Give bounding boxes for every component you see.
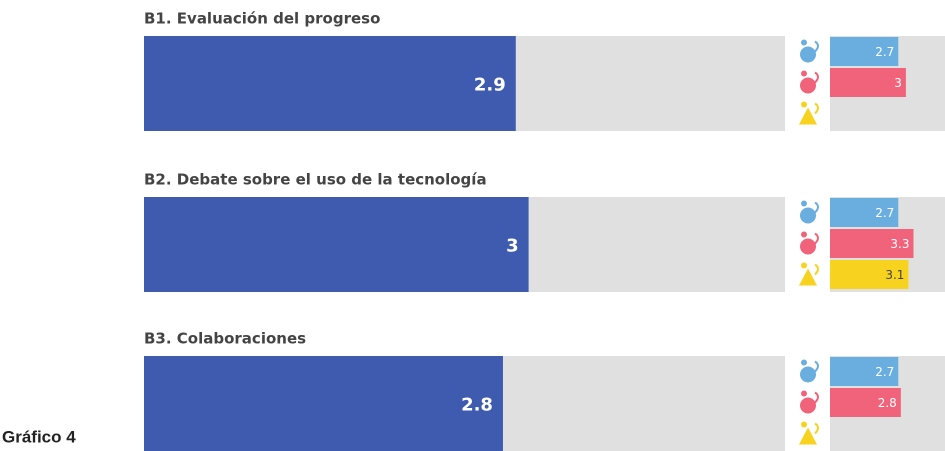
icon [814,263,819,276]
group-bar [830,68,906,97]
group-value-label: 2.7 [875,45,894,59]
icon [800,238,816,255]
icon [800,366,816,383]
group-value-label: 3 [894,76,902,90]
bar [144,356,503,451]
icon [814,71,819,84]
icon [814,40,819,53]
icon [801,359,807,366]
value-label: 2.8 [461,395,493,416]
group-bar [830,260,909,289]
group-value-label: 2.8 [878,396,897,410]
icon [799,427,817,445]
group-bar [830,37,899,66]
group-value-label: 2.7 [875,365,894,379]
group-bar [830,357,899,386]
icon [801,390,807,397]
icon [814,102,819,115]
group-value-label: 3.1 [885,268,904,282]
icon [814,201,819,214]
icon [801,200,807,207]
group-bar [830,388,901,417]
icon [800,46,816,63]
value-label: 2.9 [474,75,506,96]
icon [801,70,807,77]
icon [814,391,819,404]
group-value-label: 3.3 [890,237,909,251]
icon [799,268,817,286]
icon [814,422,819,435]
icon [801,421,807,428]
icon [814,232,819,245]
group-value-label: 2.7 [875,206,894,220]
icon [800,207,816,224]
icon [800,77,816,94]
group-bar [830,229,914,258]
bar [144,36,516,131]
icon [800,397,816,414]
panel-title: B2. Debate sobre el uso de la tecnología [144,171,487,189]
icon [801,39,807,46]
icon [801,231,807,238]
panel-title: B1. Evaluación del progreso [144,10,380,28]
value-label: 3 [506,236,519,257]
icon [801,262,807,269]
icon [814,360,819,373]
panel-title: B3. Colaboraciones [144,330,306,348]
bar [144,197,529,292]
caption: Gráfico 4 [2,427,76,446]
icon [799,107,817,125]
icon [801,101,807,108]
group-bar [830,198,899,227]
